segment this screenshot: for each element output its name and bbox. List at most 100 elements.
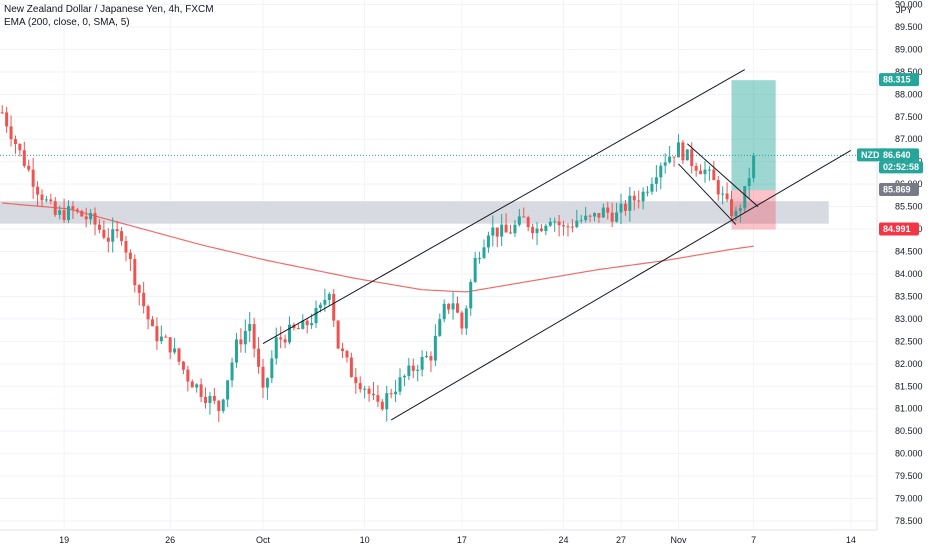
candle-body (451, 303, 455, 310)
candle-body (637, 200, 641, 202)
candle-body (124, 241, 128, 253)
candle-body (115, 229, 119, 232)
candle-body (752, 155, 756, 179)
currency-label: JPY (896, 5, 913, 15)
price-tick-label: 90.000 (895, 0, 923, 9)
candle-body (252, 324, 256, 349)
candle-body (420, 356, 424, 370)
candle-body (473, 257, 477, 282)
time-tick-label: 24 (559, 535, 569, 545)
candle-body (411, 365, 415, 371)
candle-body (230, 362, 234, 381)
price-tag-stop: 84.991 (883, 224, 911, 234)
candle-body (204, 396, 208, 403)
candle-body (234, 339, 238, 363)
candle-body (460, 312, 464, 329)
candle-body (478, 257, 482, 259)
candle-body (71, 206, 75, 210)
channel-lower-line (390, 150, 852, 421)
candle-body (274, 337, 278, 359)
candle-body (531, 227, 535, 234)
candle-body (199, 384, 203, 397)
candle-body (27, 165, 31, 170)
time-tick-label: 17 (457, 535, 467, 545)
candle-body (221, 399, 225, 411)
candle-body (380, 401, 384, 410)
candle-body (659, 165, 663, 178)
candle-body (690, 149, 694, 166)
price-tick-label: 85.500 (895, 202, 923, 212)
candle-body (371, 393, 375, 396)
price-tag-target: 88.315 (883, 75, 911, 85)
candle-body (738, 208, 742, 211)
candle-body (447, 303, 451, 310)
candle-body (186, 369, 190, 382)
candle-body (212, 395, 216, 401)
time-tick-label: 7 (751, 535, 756, 545)
drawings-layer (262, 69, 852, 421)
time-axis[interactable]: 19 26 Oct 10 17 24 27 Nov 7 14 (59, 535, 856, 545)
price-tag-stop-bg (879, 222, 919, 236)
price-tag-entry-bg (879, 183, 919, 197)
candle-body (619, 203, 623, 213)
indicator-legend[interactable]: EMA (200, close, 0, SMA, 5) (4, 17, 130, 28)
candle-body (36, 186, 40, 195)
candle-body (142, 292, 146, 307)
candle-body (402, 375, 406, 378)
candle-body (500, 224, 504, 237)
candle-body (40, 194, 44, 201)
candle-body (389, 393, 393, 395)
candle-body (676, 142, 680, 158)
time-tick-label: Nov (670, 535, 687, 545)
candle-body (93, 212, 97, 225)
candle-body (429, 356, 433, 361)
candle-body (44, 199, 48, 201)
candle-body (239, 339, 243, 345)
candle-body (562, 225, 566, 227)
candle-body (363, 388, 367, 390)
candle-body (58, 210, 62, 215)
candle-body (137, 285, 141, 293)
candle-body (712, 169, 716, 181)
candle-body (716, 180, 720, 195)
candle-body (469, 281, 473, 309)
time-tick-label: Oct (256, 535, 271, 545)
candle-body (615, 212, 619, 222)
price-tick-label: 79.000 (895, 494, 923, 504)
candle-body (597, 213, 601, 218)
price-tick-label: 82.000 (895, 359, 923, 369)
candle-body (663, 162, 667, 166)
candle-body (301, 320, 305, 329)
candle-body (177, 348, 181, 362)
candle-body (407, 365, 411, 376)
candle-body (416, 369, 420, 371)
candle-body (535, 228, 539, 234)
candle-body (120, 231, 124, 242)
price-tick-label: 87.000 (895, 134, 923, 144)
candle-body (707, 169, 711, 171)
candle-body (133, 259, 137, 286)
candle-body (9, 126, 13, 140)
candle-body (438, 319, 442, 336)
candle-body (526, 217, 530, 228)
candle-body (517, 216, 521, 225)
candle-body (584, 215, 588, 221)
price-tag-current: 86.640 (883, 150, 911, 160)
candle-body (482, 247, 486, 258)
price-tick-label: 80.500 (895, 426, 923, 436)
candle-body (67, 206, 71, 220)
candle-body (486, 235, 490, 248)
channel-upper-line (262, 69, 746, 345)
candle-body (62, 210, 66, 220)
candle-body (734, 210, 738, 217)
candle-body (694, 165, 698, 171)
time-tick-label: 10 (360, 535, 370, 545)
candle-body (606, 207, 610, 213)
candle-body (646, 191, 650, 193)
candle-body (336, 320, 340, 349)
candle-body (318, 304, 322, 308)
candle-body (146, 306, 150, 320)
candle-body (433, 335, 437, 361)
